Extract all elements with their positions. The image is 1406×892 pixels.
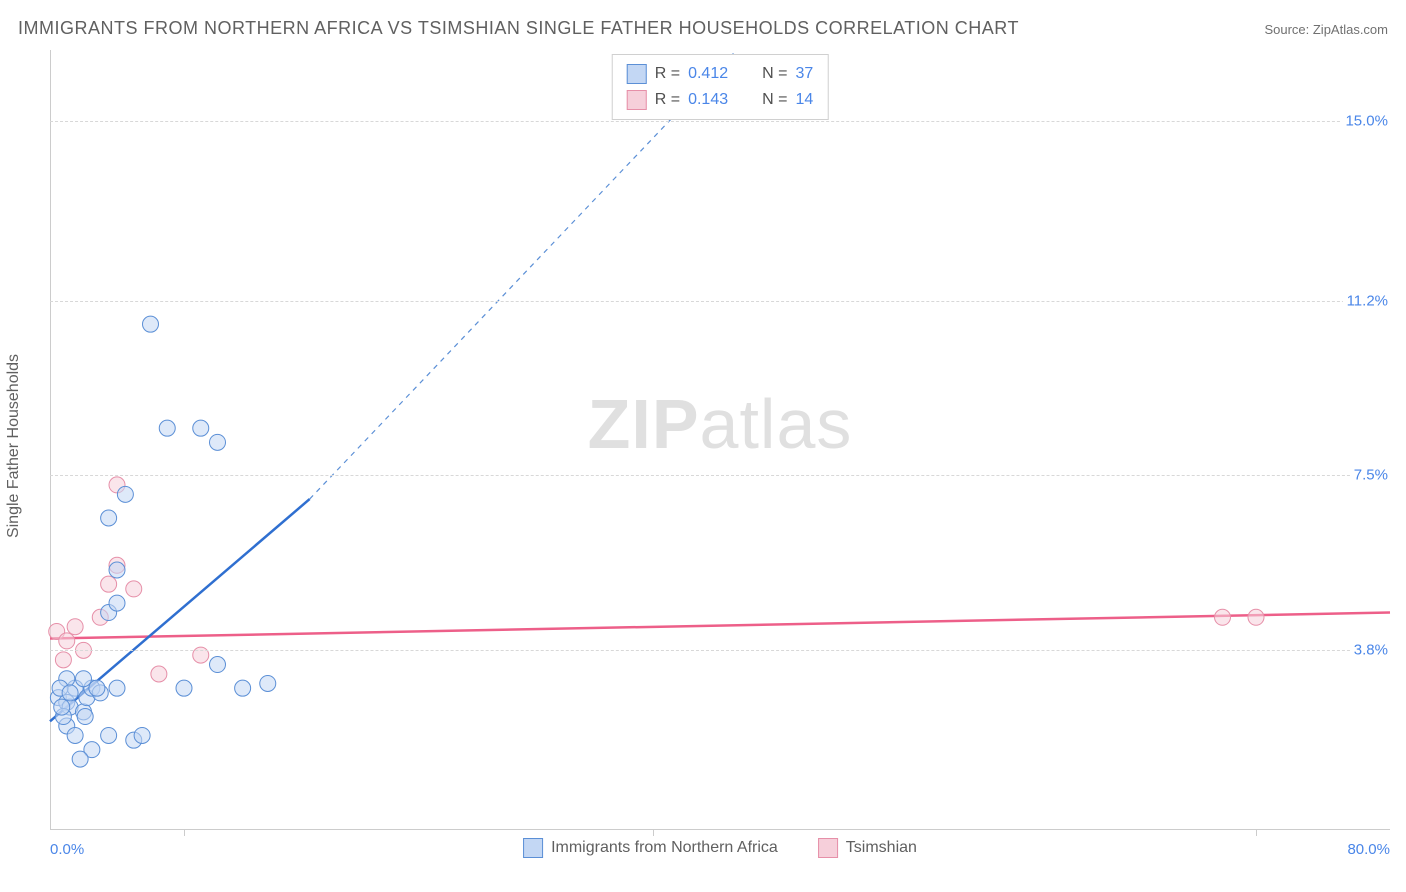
swatch-pink-bottom bbox=[818, 838, 838, 858]
swatch-blue bbox=[627, 64, 647, 84]
data-point bbox=[210, 657, 226, 673]
legend-item-pink: Tsimshian bbox=[818, 838, 917, 858]
data-point bbox=[126, 581, 142, 597]
legend-correlation-box: R = 0.412 N = 37 R = 0.143 N = 14 bbox=[612, 54, 829, 120]
data-point bbox=[143, 316, 159, 332]
data-point bbox=[67, 727, 83, 743]
legend-row-blue: R = 0.412 N = 37 bbox=[627, 61, 814, 87]
chart-svg bbox=[50, 50, 1390, 830]
gridline bbox=[50, 650, 1390, 651]
source-link[interactable]: ZipAtlas.com bbox=[1313, 22, 1388, 37]
legend-item-blue: Immigrants from Northern Africa bbox=[523, 838, 778, 858]
x-tick-mark bbox=[653, 830, 654, 836]
legend-series: Immigrants from Northern Africa Tsimshia… bbox=[523, 838, 917, 858]
swatch-blue-bottom bbox=[523, 838, 543, 858]
n-label-pink: N = bbox=[762, 91, 787, 109]
x-tick-label: 80.0% bbox=[1347, 841, 1390, 858]
data-point bbox=[193, 420, 209, 436]
data-point bbox=[235, 680, 251, 696]
data-point bbox=[101, 727, 117, 743]
y-tick-label: 3.8% bbox=[1350, 642, 1392, 659]
plot-area: ZIPatlas R = 0.412 N = 37 R = 0.143 N = … bbox=[50, 50, 1390, 830]
data-point bbox=[55, 652, 71, 668]
r-label-pink: R = bbox=[655, 91, 680, 109]
data-point bbox=[109, 680, 125, 696]
data-point bbox=[101, 510, 117, 526]
data-point bbox=[72, 751, 88, 767]
source-prefix: Source: bbox=[1264, 22, 1312, 37]
n-value-blue: 37 bbox=[795, 65, 813, 83]
legend-label-blue: Immigrants from Northern Africa bbox=[551, 839, 778, 857]
data-point bbox=[117, 486, 133, 502]
r-label-blue: R = bbox=[655, 65, 680, 83]
swatch-pink bbox=[627, 90, 647, 110]
x-tick-label: 0.0% bbox=[50, 841, 84, 858]
data-point bbox=[54, 699, 70, 715]
y-tick-label: 7.5% bbox=[1350, 467, 1392, 484]
trend-line bbox=[50, 613, 1390, 639]
r-value-blue: 0.412 bbox=[688, 65, 728, 83]
data-point bbox=[59, 633, 75, 649]
data-point bbox=[89, 680, 105, 696]
y-tick-label: 15.0% bbox=[1341, 112, 1392, 129]
legend-row-pink: R = 0.143 N = 14 bbox=[627, 87, 814, 113]
data-point bbox=[1215, 609, 1231, 625]
n-label-blue: N = bbox=[762, 65, 787, 83]
gridline bbox=[50, 301, 1390, 302]
data-point bbox=[260, 675, 276, 691]
data-point bbox=[62, 685, 78, 701]
data-point bbox=[210, 434, 226, 450]
data-point bbox=[67, 619, 83, 635]
source-attribution: Source: ZipAtlas.com bbox=[1264, 22, 1388, 37]
data-point bbox=[101, 576, 117, 592]
legend-label-pink: Tsimshian bbox=[846, 839, 917, 857]
gridline bbox=[50, 121, 1390, 122]
data-point bbox=[77, 709, 93, 725]
y-tick-label: 11.2% bbox=[1343, 292, 1392, 309]
data-point bbox=[109, 595, 125, 611]
data-point bbox=[1248, 609, 1264, 625]
x-axis bbox=[50, 829, 1390, 830]
chart-title: IMMIGRANTS FROM NORTHERN AFRICA VS TSIMS… bbox=[18, 18, 1019, 39]
data-point bbox=[76, 671, 92, 687]
data-point bbox=[109, 562, 125, 578]
x-tick-mark bbox=[184, 830, 185, 836]
n-value-pink: 14 bbox=[795, 91, 813, 109]
r-value-pink: 0.143 bbox=[688, 91, 728, 109]
gridline bbox=[50, 475, 1390, 476]
x-tick-mark bbox=[1256, 830, 1257, 836]
data-point bbox=[176, 680, 192, 696]
data-point bbox=[159, 420, 175, 436]
data-point bbox=[134, 727, 150, 743]
data-point bbox=[151, 666, 167, 682]
y-axis-label: Single Father Households bbox=[5, 354, 23, 538]
